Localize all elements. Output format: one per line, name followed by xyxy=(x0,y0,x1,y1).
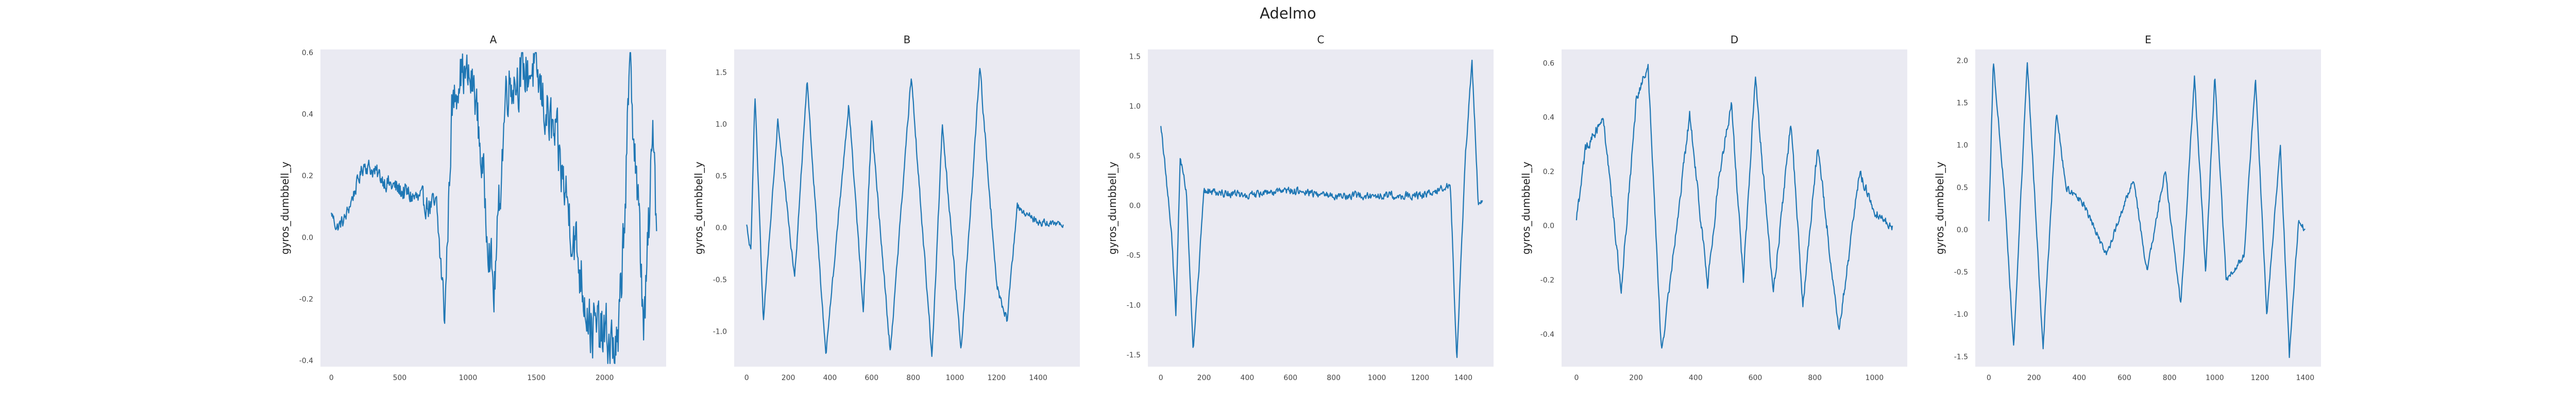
y-axis-label: gyros_dumbbell_y xyxy=(692,162,705,255)
y-tick-label: 0.5 xyxy=(1129,152,1141,161)
x-tick-label: 200 xyxy=(2027,374,2041,382)
x-tick-label: 800 xyxy=(2163,374,2177,382)
y-tick-label: -0.2 xyxy=(1540,277,1554,285)
x-tick-label: 1400 xyxy=(1029,374,1047,382)
y-tick-label: 0.2 xyxy=(1543,168,1554,176)
y-tick-label: 0.5 xyxy=(1957,184,1968,192)
x-tick-label: 1000 xyxy=(1368,374,1386,382)
subplot-title: C xyxy=(1317,33,1325,46)
y-tick-label: 1.5 xyxy=(1129,53,1141,61)
y-tick-label: 0.0 xyxy=(1129,202,1141,210)
plot-area xyxy=(1148,49,1494,367)
y-tick-label: 0.2 xyxy=(302,172,313,180)
y-tick-label: 1.0 xyxy=(716,121,727,129)
y-tick-label: 1.5 xyxy=(1957,99,1968,107)
x-tick-label: 1200 xyxy=(1411,374,1430,382)
y-tick-label: 0.0 xyxy=(1957,226,1968,234)
x-tick-label: 0 xyxy=(1987,374,1991,382)
x-tick-label: 800 xyxy=(1327,374,1341,382)
plot-area xyxy=(1975,49,2321,367)
x-tick-label: 500 xyxy=(393,374,406,382)
x-tick-label: 1000 xyxy=(2206,374,2224,382)
y-tick-label: 1.5 xyxy=(716,68,727,77)
x-tick-label: 800 xyxy=(906,374,920,382)
y-tick-label: 0.4 xyxy=(1543,114,1554,122)
y-tick-label: 1.0 xyxy=(1129,102,1141,111)
x-tick-label: 400 xyxy=(1689,374,1703,382)
y-tick-label: -1.0 xyxy=(713,328,727,336)
x-tick-label: 400 xyxy=(2072,374,2086,382)
y-axis-label: gyros_dumbbell_y xyxy=(1934,162,1946,255)
y-tick-label: 0.0 xyxy=(302,234,313,242)
x-tick-label: 200 xyxy=(1629,374,1643,382)
x-tick-label: 600 xyxy=(865,374,878,382)
y-tick-label: -0.5 xyxy=(1127,252,1141,260)
y-tick-label: -0.2 xyxy=(299,295,313,303)
y-tick-label: 0.0 xyxy=(716,224,727,232)
series-line xyxy=(331,52,657,364)
x-tick-label: 1000 xyxy=(946,374,964,382)
y-axis-label: gyros_dumbbell_y xyxy=(1106,162,1118,255)
x-tick-label: 400 xyxy=(823,374,837,382)
x-tick-label: 0 xyxy=(744,374,749,382)
x-tick-label: 2000 xyxy=(596,374,614,382)
y-axis-label: gyros_dumbbell_y xyxy=(1520,162,1532,255)
plot-area xyxy=(320,49,666,367)
y-tick-label: -0.5 xyxy=(1954,268,1968,277)
y-tick-label: -0.4 xyxy=(1540,331,1554,339)
series-line xyxy=(746,67,1064,357)
y-axis-label: gyros_dumbbell_y xyxy=(279,162,291,255)
subplot-title: E xyxy=(2145,33,2151,46)
x-tick-label: 400 xyxy=(1241,374,1255,382)
x-tick-label: 800 xyxy=(1808,374,1822,382)
x-tick-label: 1500 xyxy=(527,374,546,382)
y-tick-label: 0.0 xyxy=(1543,222,1554,230)
series-line xyxy=(1988,62,2306,358)
x-tick-label: 1000 xyxy=(1866,374,1884,382)
y-tick-label: -1.5 xyxy=(1127,351,1141,359)
subplot-title: A xyxy=(490,33,497,46)
x-tick-label: 1000 xyxy=(459,374,478,382)
subplot-title: D xyxy=(1731,33,1738,46)
series-line xyxy=(1160,59,1483,358)
y-tick-label: 0.6 xyxy=(1543,59,1554,67)
y-tick-label: 0.6 xyxy=(302,49,313,57)
y-tick-label: 0.4 xyxy=(302,111,313,119)
x-tick-label: 600 xyxy=(2117,374,2131,382)
y-tick-label: -1.0 xyxy=(1127,301,1141,310)
y-tick-label: -0.4 xyxy=(299,357,313,365)
x-tick-label: 200 xyxy=(782,374,795,382)
y-tick-label: 2.0 xyxy=(1957,57,1968,65)
x-tick-label: 0 xyxy=(1159,374,1163,382)
y-tick-label: -1.0 xyxy=(1954,311,1968,319)
x-tick-label: 1200 xyxy=(2251,374,2269,382)
x-tick-label: 1400 xyxy=(2296,374,2314,382)
y-tick-label: -1.5 xyxy=(1954,353,1968,361)
x-tick-label: 0 xyxy=(329,374,334,382)
y-tick-label: 1.0 xyxy=(1957,142,1968,150)
subplot-title: B xyxy=(904,33,911,46)
x-tick-label: 0 xyxy=(1574,374,1579,382)
x-tick-label: 600 xyxy=(1283,374,1297,382)
series-line xyxy=(1575,63,1893,349)
x-tick-label: 200 xyxy=(1197,374,1211,382)
x-tick-label: 1200 xyxy=(987,374,1006,382)
y-tick-label: -0.5 xyxy=(713,276,727,284)
x-tick-label: 600 xyxy=(1749,374,1762,382)
plot-area xyxy=(734,49,1080,367)
figure-title: Adelmo xyxy=(1260,5,1316,22)
plot-area xyxy=(1562,49,1907,367)
y-tick-label: 0.5 xyxy=(716,173,727,181)
x-tick-label: 1400 xyxy=(1454,374,1472,382)
